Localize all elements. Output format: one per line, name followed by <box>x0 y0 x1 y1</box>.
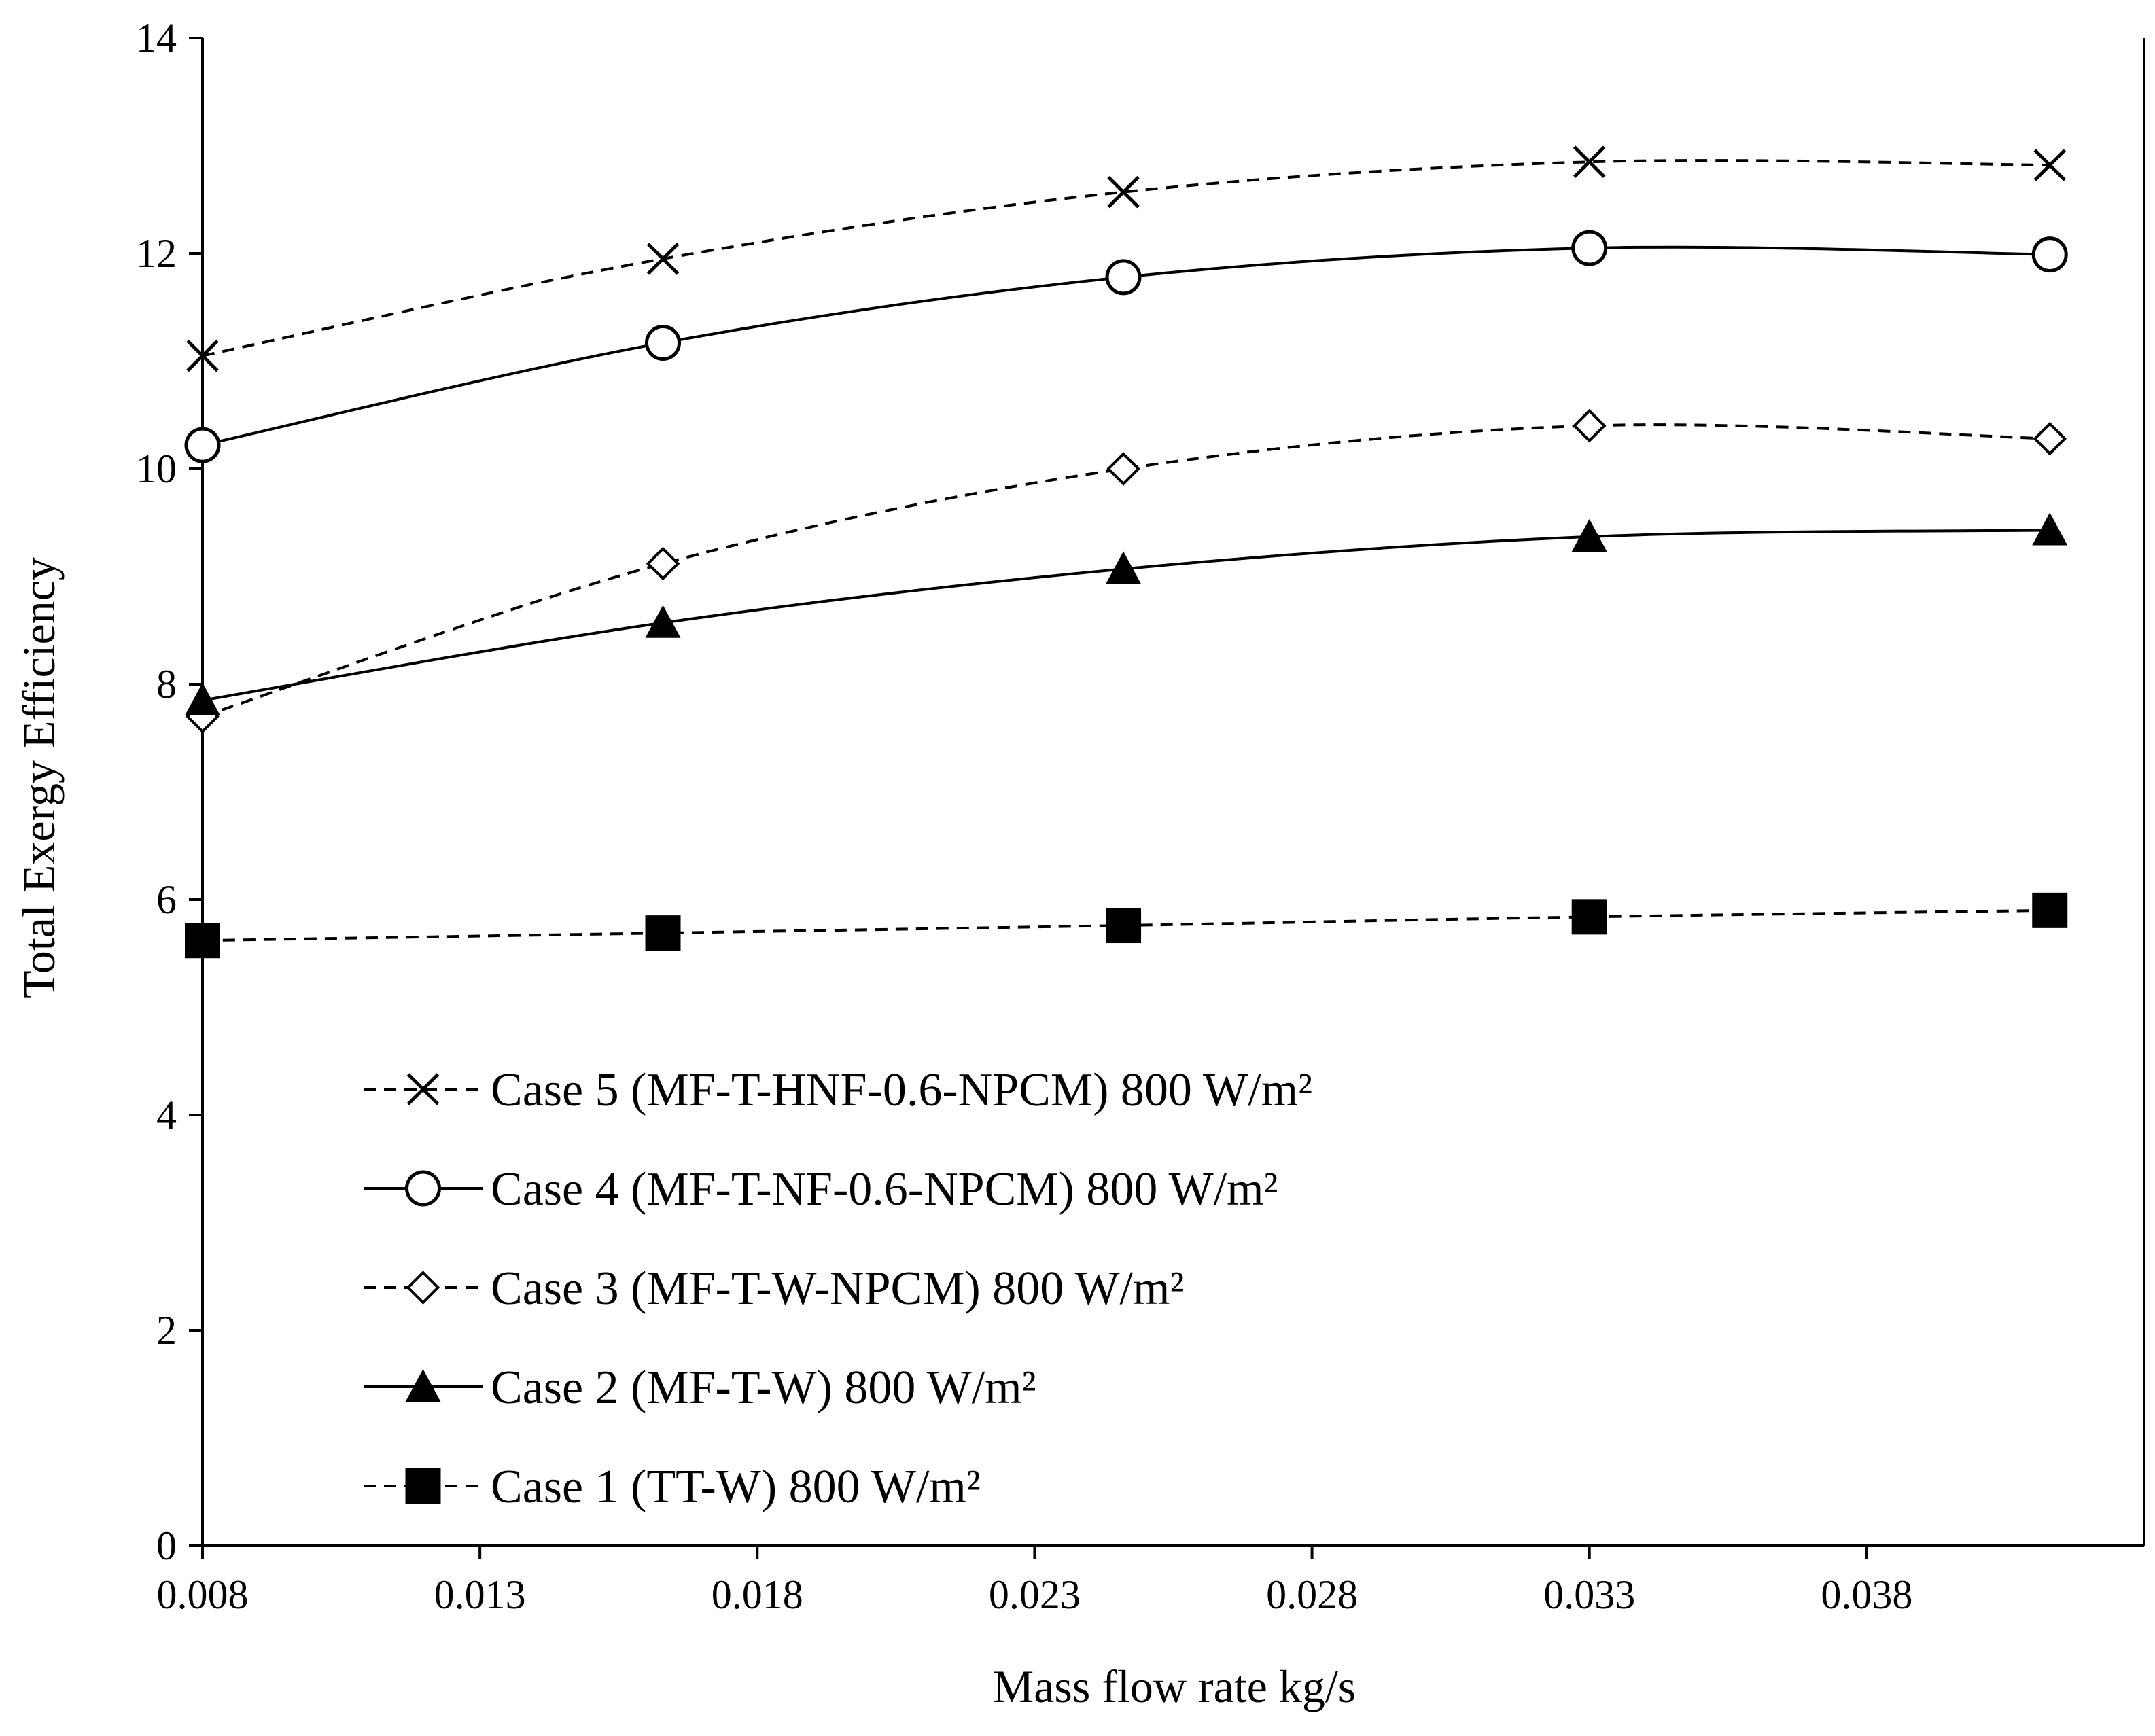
data-point <box>1571 899 1607 935</box>
legend-item: Case 1 (TT-W) 800 W/m² <box>364 1461 981 1513</box>
data-point <box>2033 421 2067 456</box>
data-point <box>645 915 681 951</box>
data-point <box>2032 512 2068 546</box>
data-point <box>1105 259 1142 296</box>
legend-item: Case 4 (MF-T-NF-0.6-NPCM) 800 W/m² <box>364 1163 1278 1216</box>
y-tick-label: 14 <box>136 16 177 60</box>
y-tick-label: 10 <box>136 446 177 491</box>
x-tick-label: 0.013 <box>434 1572 526 1617</box>
y-tick-label: 4 <box>156 1093 177 1137</box>
y-tick-label: 6 <box>156 877 177 922</box>
data-point <box>1106 551 1142 584</box>
data-point <box>1107 175 1140 209</box>
legend-label: Case 2 (MF-T-W) 800 W/m² <box>491 1362 1036 1414</box>
x-tick-label: 0.008 <box>157 1572 249 1617</box>
x-tick-label: 0.018 <box>712 1572 803 1617</box>
y-tick-label: 12 <box>136 231 177 276</box>
series-1 <box>186 145 2066 372</box>
data-point <box>645 325 682 361</box>
data-point <box>1106 452 1140 486</box>
legend-item: Case 5 (MF-T-HNF-0.6-NPCM) 800 W/m² <box>364 1064 1312 1116</box>
data-point <box>645 605 681 638</box>
y-axis-title: Total Exergy Efficiency <box>13 557 65 999</box>
data-point <box>1106 908 1142 944</box>
legend-label: Case 3 (MF-T-W-NPCM) 800 W/m² <box>491 1262 1184 1315</box>
legend: Case 5 (MF-T-HNF-0.6-NPCM) 800 W/m² Case … <box>364 1064 1312 1513</box>
data-point <box>1571 518 1607 552</box>
data-point <box>185 682 220 715</box>
data-point <box>1572 408 1607 443</box>
series-2 <box>184 230 2068 463</box>
legend-marker <box>405 1170 441 1207</box>
series-5 <box>185 892 2068 959</box>
data-point <box>646 546 680 581</box>
legend-marker <box>405 1468 441 1504</box>
y-tick-label: 0 <box>156 1523 177 1568</box>
series-line <box>202 423 2050 718</box>
series-line <box>202 529 2050 702</box>
x-tick-label: 0.028 <box>1266 1572 1358 1617</box>
data-point <box>2032 892 2068 928</box>
data-point <box>1573 145 1606 179</box>
data-point <box>2031 236 2068 273</box>
legend-label: Case 4 (MF-T-NF-0.6-NPCM) 800 W/m² <box>491 1163 1278 1216</box>
data-point <box>184 427 221 463</box>
y-tick-label: 2 <box>156 1308 177 1353</box>
legend-marker <box>406 1073 440 1105</box>
data-point <box>186 339 219 372</box>
legend-item: Case 3 (MF-T-W-NPCM) 800 W/m² <box>364 1262 1184 1315</box>
data-point <box>1571 230 1608 266</box>
series-4 <box>185 512 2068 715</box>
legend-marker <box>406 1271 440 1305</box>
x-tick-label: 0.023 <box>989 1572 1081 1617</box>
data-point <box>185 923 220 959</box>
y-ticks: 0 2 4 6 8 10 12 14 <box>136 16 203 1568</box>
x-tick-label: 0.038 <box>1821 1572 1912 1617</box>
legend-marker <box>405 1369 441 1402</box>
x-axis-title: Mass flow rate kg/s <box>993 1661 1356 1712</box>
y-tick-label: 8 <box>156 662 177 707</box>
axes <box>201 38 2145 1547</box>
legend-label: Case 1 (TT-W) 800 W/m² <box>491 1461 981 1513</box>
data-point <box>2033 149 2066 181</box>
x-ticks: 0.008 0.013 0.018 0.023 0.028 0.033 0.038 <box>157 1546 1912 1617</box>
legend-label: Case 5 (MF-T-HNF-0.6-NPCM) 800 W/m² <box>491 1064 1312 1116</box>
series-layer <box>184 145 2068 959</box>
data-point <box>646 243 680 275</box>
legend-item: Case 2 (MF-T-W) 800 W/m² <box>364 1362 1036 1414</box>
x-tick-label: 0.033 <box>1543 1572 1635 1617</box>
